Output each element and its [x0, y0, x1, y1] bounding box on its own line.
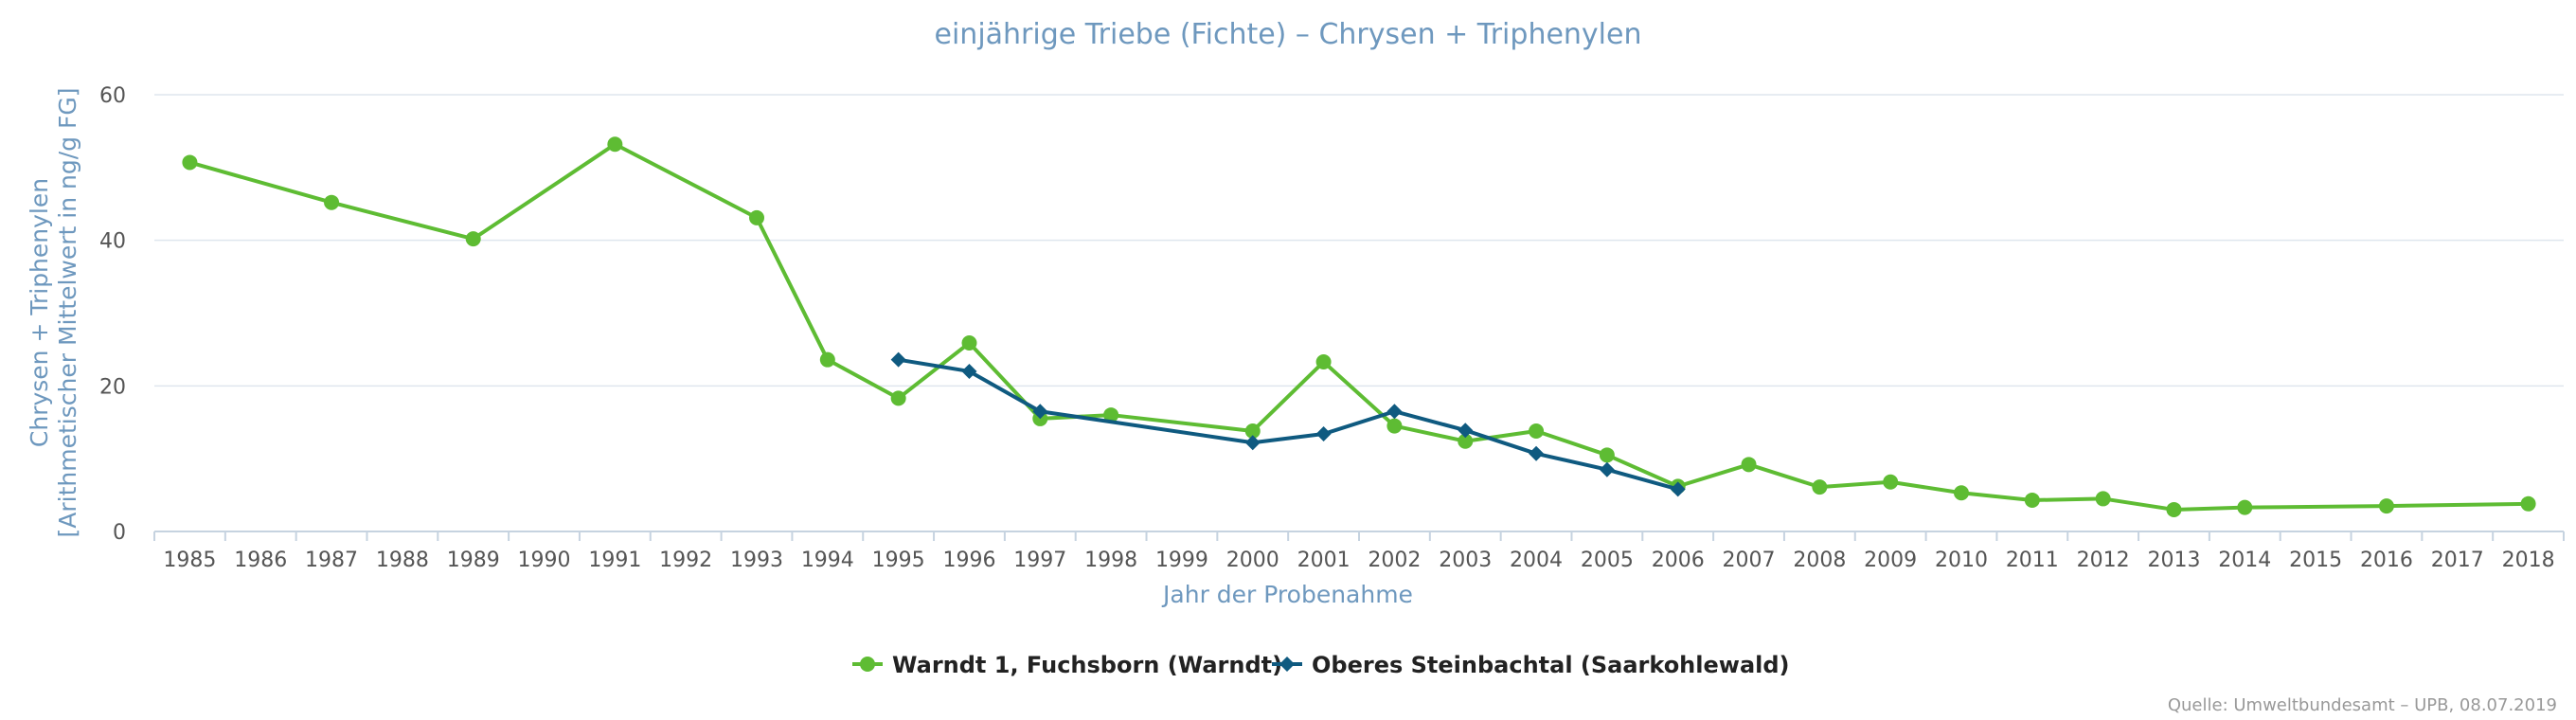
data-point [1458, 423, 1474, 439]
x-tick-label: 1985 [163, 549, 216, 572]
chart-title: einjährige Triebe (Fichte) – Chrysen + T… [935, 18, 1642, 51]
data-point [324, 194, 340, 210]
x-tick-label: 1989 [447, 549, 500, 572]
data-point [1599, 447, 1615, 463]
data-point [819, 351, 835, 368]
y-tick-label: 20 [99, 375, 126, 399]
x-tick-label: 1999 [1155, 549, 1208, 572]
y-tick-label: 0 [113, 521, 126, 545]
data-point [2520, 495, 2536, 512]
x-tick-label: 1997 [1013, 549, 1066, 572]
data-point [1244, 423, 1261, 439]
data-point [2237, 499, 2253, 515]
data-point [1812, 479, 1828, 495]
data-point [1599, 461, 1615, 477]
data-point [2166, 501, 2182, 517]
x-tick-label: 2010 [1935, 549, 1988, 572]
data-point [890, 351, 906, 368]
data-point [961, 335, 977, 351]
data-point [1315, 426, 1332, 442]
x-tick-label: 2012 [2077, 549, 2130, 572]
data-point [1741, 457, 1757, 473]
x-tick-label: 2016 [2360, 549, 2413, 572]
data-point [2095, 491, 2111, 507]
x-tick-label: 1986 [234, 549, 287, 572]
data-point [465, 231, 481, 247]
y-axis-title-line-1: Chrysen + Triphenylen [26, 178, 53, 447]
series-line [896, 357, 1680, 492]
y-axis-ticks: 0 20 40 60 [99, 84, 126, 545]
x-tick-label: 2011 [2006, 549, 2059, 572]
data-point [1244, 435, 1261, 451]
grid-lines [154, 94, 2564, 387]
x-tick-label: 1994 [801, 549, 854, 572]
series-2 [890, 351, 1686, 497]
x-axis-ticks: 1985 1986 1987 1988 1989 1990 1991 1992 1993 1994… [153, 531, 2565, 572]
x-tick-label: 1996 [942, 549, 995, 572]
x-tick-label: 2004 [1510, 549, 1563, 572]
data-point [1103, 407, 1119, 423]
x-tick-label: 2009 [1864, 549, 1917, 572]
legend-marker-symbol [860, 657, 875, 672]
data-point [1883, 474, 1899, 490]
data-point [1315, 353, 1332, 369]
x-tick-label: 1998 [1084, 549, 1137, 572]
y-axis-title-line-2: [Arithmetischer Mittelwert in ng/g FG] [54, 88, 81, 538]
x-tick-label: 1992 [659, 549, 712, 572]
y-tick-label: 40 [99, 230, 126, 254]
data-point [1529, 445, 1545, 461]
data-point [607, 136, 623, 153]
plot-series [182, 136, 2536, 517]
legend-label: Oberes Steinbachtal (Saarkohlewald) [1312, 652, 1790, 678]
data-point [1670, 481, 1686, 497]
legend-label: Warndt 1, Fuchsborn (Warndt) [892, 652, 1282, 678]
data-point [1529, 423, 1545, 439]
data-point [2024, 492, 2040, 508]
x-tick-label: 2002 [1368, 549, 1421, 572]
series-1 [182, 136, 2536, 517]
x-tick-label: 2017 [2431, 549, 2484, 572]
data-point [890, 390, 906, 406]
data-point [1458, 433, 1474, 449]
data-point [1954, 485, 1969, 501]
legend: Warndt 1, Fuchsborn (Warndt) Oberes Stein… [852, 652, 1790, 678]
x-tick-label: 2000 [1226, 549, 1279, 572]
x-tick-label: 2005 [1581, 549, 1634, 572]
data-point [182, 154, 198, 171]
x-tick-label: 1993 [730, 549, 783, 572]
x-tick-label: 1987 [305, 549, 358, 572]
x-tick-label: 2007 [1723, 549, 1776, 572]
series-line [188, 142, 2531, 512]
x-tick-label: 1988 [376, 549, 429, 572]
data-point [961, 363, 977, 379]
data-point [1386, 418, 1403, 434]
y-axis-title: Chrysen + Triphenylen [Arithmetischer Mi… [26, 88, 81, 538]
x-tick-label: 2008 [1793, 549, 1846, 572]
x-tick-label: 2006 [1652, 549, 1705, 572]
x-tick-label: 2015 [2289, 549, 2342, 572]
data-point [749, 209, 764, 225]
data-point [2378, 498, 2394, 514]
x-axis-title: Jahr der Probenahme [1161, 581, 1413, 608]
legend-item-1[interactable]: Warndt 1, Fuchsborn (Warndt) [852, 652, 1282, 678]
data-point [1032, 404, 1048, 420]
x-tick-label: 1991 [588, 549, 641, 572]
x-tick-label: 2018 [2502, 549, 2555, 572]
legend-item-2[interactable]: Oberes Steinbachtal (Saarkohlewald) [1272, 652, 1790, 678]
x-tick-label: 1995 [872, 549, 925, 572]
x-tick-label: 2014 [2218, 549, 2271, 572]
x-tick-label: 2013 [2147, 549, 2200, 572]
x-tick-label: 2001 [1297, 549, 1351, 572]
credits-text: Quelle: Umweltbundesamt – UPB, 08.07.201… [2168, 695, 2557, 715]
legend-marker-symbol [1279, 657, 1295, 672]
data-point [1386, 404, 1403, 420]
x-tick-label: 2003 [1439, 549, 1492, 572]
x-tick-label: 1990 [518, 549, 571, 572]
y-tick-label: 60 [99, 84, 126, 108]
